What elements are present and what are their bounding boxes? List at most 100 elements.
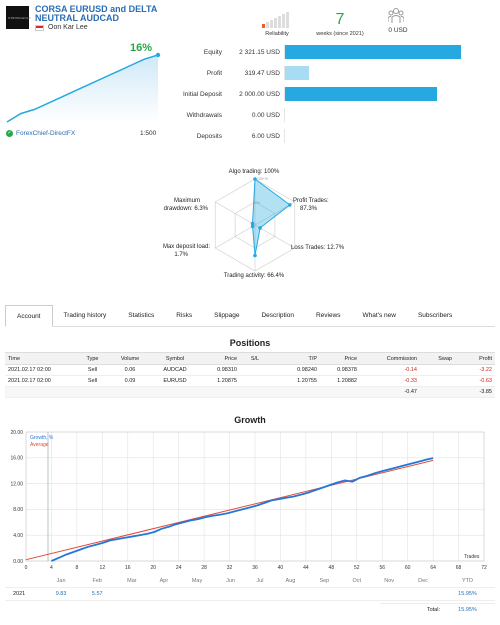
col-header[interactable]: Symbol <box>150 352 200 365</box>
month-value <box>341 587 373 601</box>
x-tick-label: 68 <box>456 565 462 571</box>
radar-point-drawdown <box>250 221 255 226</box>
table-cell: 0.98240 <box>270 364 320 376</box>
col-header[interactable]: Commission <box>360 352 420 365</box>
table-cell: -0.63 <box>455 375 495 387</box>
col-header[interactable]: Volume <box>110 352 150 365</box>
ytd-header: YTD <box>440 576 495 588</box>
subscribers-icon <box>388 8 404 23</box>
col-header[interactable]: Profit <box>455 352 495 365</box>
radar-shape <box>251 178 291 256</box>
col-header[interactable]: Price <box>320 352 360 365</box>
stat-bar-track <box>284 129 484 143</box>
signal-logo: STRONGHOLD <box>6 6 31 29</box>
stat-row-profit: Profit 319.47 USD <box>170 66 490 80</box>
col-header[interactable]: Price <box>200 352 240 365</box>
table-cell <box>150 386 200 398</box>
x-tick-label: 72 <box>481 565 487 571</box>
month-header: Jul <box>246 576 274 588</box>
month-header: Aug <box>273 576 308 588</box>
stat-bar <box>285 87 437 101</box>
growth-percent: 16% <box>130 42 153 54</box>
x-tick-label: 8 <box>75 565 78 571</box>
table-cell: AUDCAD <box>150 364 200 376</box>
y-tick-label: 12.00 <box>10 481 23 487</box>
table-cell: -0.33 <box>360 375 420 387</box>
y-tick-label: 4.00 <box>13 533 23 539</box>
stat-bar-track <box>284 108 484 122</box>
radar-axis <box>215 201 256 226</box>
plot-frame <box>25 431 485 562</box>
total-commission: -0.47 <box>360 386 420 398</box>
table-cell: Sell <box>75 375 110 387</box>
year-label: 2021 <box>5 587 43 601</box>
flag-icon <box>35 24 44 31</box>
signal-title[interactable]: CORSA EURUSD and DELTA NEUTRAL AUDCAD <box>35 4 158 23</box>
ytd-value: 15.95% <box>440 587 495 601</box>
radar-axis <box>215 224 256 249</box>
month-value <box>179 587 215 601</box>
stat-label: Initial Deposit <box>182 90 222 98</box>
month-value <box>406 587 440 601</box>
y-tick-label: 8.00 <box>13 507 23 513</box>
month-header: Sep <box>307 576 342 588</box>
month-value <box>372 587 407 601</box>
radar-value-maxdep: 1.7% <box>174 252 188 258</box>
radar-label-maxdep: Max deposit load: <box>163 244 210 250</box>
col-header[interactable]: S/L <box>240 352 270 365</box>
subscription-price: 0 USD <box>388 27 408 34</box>
tab-account[interactable]: Account <box>5 305 53 327</box>
radar-ring-50: 50% <box>253 201 260 205</box>
total-label: Total: <box>426 607 440 613</box>
col-header[interactable]: T/P <box>270 352 320 365</box>
verified-check-icon: ✓ <box>6 130 13 137</box>
radar-point-profit <box>288 203 292 207</box>
stat-row-equity: Equity 2 321.15 USD <box>170 45 490 59</box>
radar-label-profit: Profit Trades: <box>293 198 329 204</box>
radar-value-drawdown: drawdown: 6.3% <box>164 206 209 212</box>
table-cell: -0.14 <box>360 364 420 376</box>
table-cell: 1.20875 <box>200 375 240 387</box>
table-cell <box>240 364 270 376</box>
tab-statistics[interactable]: Statistics <box>128 312 155 319</box>
tab-reviews[interactable]: Reviews <box>315 312 341 319</box>
tab-description[interactable]: Description <box>261 312 294 319</box>
col-header[interactable]: Time <box>5 352 75 365</box>
totals-row: -0.47 -3.85 <box>5 386 495 398</box>
x-tick-label: 0 <box>25 565 28 571</box>
x-tick-label: 16 <box>125 565 131 571</box>
month-value <box>307 587 342 601</box>
month-header: Oct <box>341 576 373 588</box>
tab-slippage[interactable]: Slippage <box>214 312 240 319</box>
radar-ring-100: 100+% <box>257 177 268 181</box>
tab-risks[interactable]: Risks <box>176 312 193 319</box>
legend-growth: Growth, % <box>30 435 54 441</box>
tab-trading-history[interactable]: Trading history <box>63 312 107 319</box>
x-axis-label: Trades <box>464 554 480 560</box>
y-tick-label: 16.00 <box>10 456 23 462</box>
tab-subscribers[interactable]: Subscribers <box>417 312 453 319</box>
month-value: 9.83 <box>43 587 80 601</box>
radar-label-activity: Trading activity: 66.4% <box>224 273 285 279</box>
legend-average: Average <box>30 442 49 448</box>
broker-name[interactable]: ForexChief-DirectFX <box>16 130 76 137</box>
table-cell <box>75 386 110 398</box>
month-header: Apr <box>148 576 180 588</box>
tab-what-s-new[interactable]: What's new <box>362 312 396 319</box>
spacer <box>5 576 43 588</box>
stat-value: 319.47 USD <box>244 69 280 77</box>
broker-row: ✓ ForexChief-DirectFX <box>6 130 75 137</box>
table-cell <box>320 386 360 398</box>
author-name[interactable]: Oon Kar Lee <box>48 24 88 31</box>
x-tick-label: 60 <box>405 565 411 571</box>
x-tick-label: 40 <box>278 565 284 571</box>
month-header: Jun <box>214 576 247 588</box>
col-header[interactable]: Swap <box>420 352 455 365</box>
y-tick-label: 0.00 <box>13 559 23 565</box>
table-cell <box>5 386 75 398</box>
radar-value-profit: 87.3% <box>300 206 318 212</box>
author-row: Oon Kar Lee <box>35 24 88 31</box>
positions-table: Time Type Volume Symbol Price S/L T/P Price Comm… <box>5 352 495 398</box>
col-header[interactable]: Type <box>75 352 110 365</box>
